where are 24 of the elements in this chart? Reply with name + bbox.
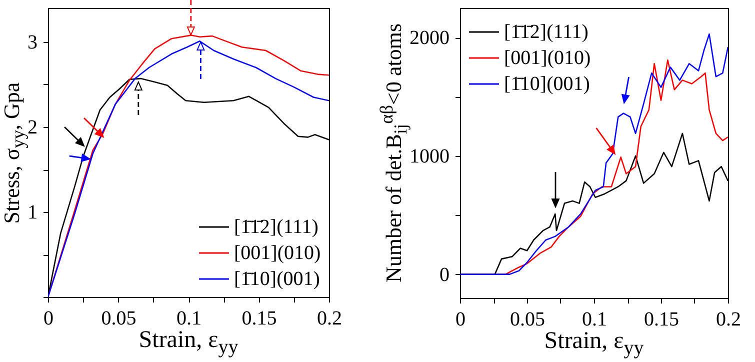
x-tick-label: 0 [44, 308, 54, 330]
x-tick-label: 0.15 [644, 308, 679, 330]
y-tick-label: 1000 [410, 145, 450, 168]
legend-label: [1̄1̄2](111) [234, 216, 318, 238]
x-tick-label: 0 [456, 308, 466, 330]
x-tick-label: 0.2 [317, 308, 342, 330]
legend-label: [001](010) [504, 47, 591, 69]
x-axis-title: Strain, ε$_{yy}$ [544, 328, 644, 359]
y-tick-label: 3 [28, 32, 38, 54]
x-tick-label: 0.05 [101, 308, 136, 330]
x-tick-label: 0.1 [176, 308, 202, 330]
x-tick-label: 0.1 [582, 308, 607, 330]
legend-label: [001](010) [234, 242, 321, 264]
x-axis-title: Strain, ε$_{yy}$ [138, 327, 238, 358]
y-tick-label: 0 [440, 264, 450, 286]
y-tick-label: 1 [28, 202, 38, 224]
x-tick-label: 0.15 [242, 308, 277, 330]
x-tick-label: 0.05 [510, 308, 545, 330]
legend-label: [1̄10](001) [504, 73, 590, 95]
y-tick-label: 2 [28, 116, 38, 138]
legend-label: [1̄10](001) [234, 268, 320, 290]
x-tick-label: 0.2 [716, 308, 741, 330]
y-tick-label: 2000 [410, 27, 450, 50]
legend-label: [1̄1̄2](111) [504, 21, 588, 43]
